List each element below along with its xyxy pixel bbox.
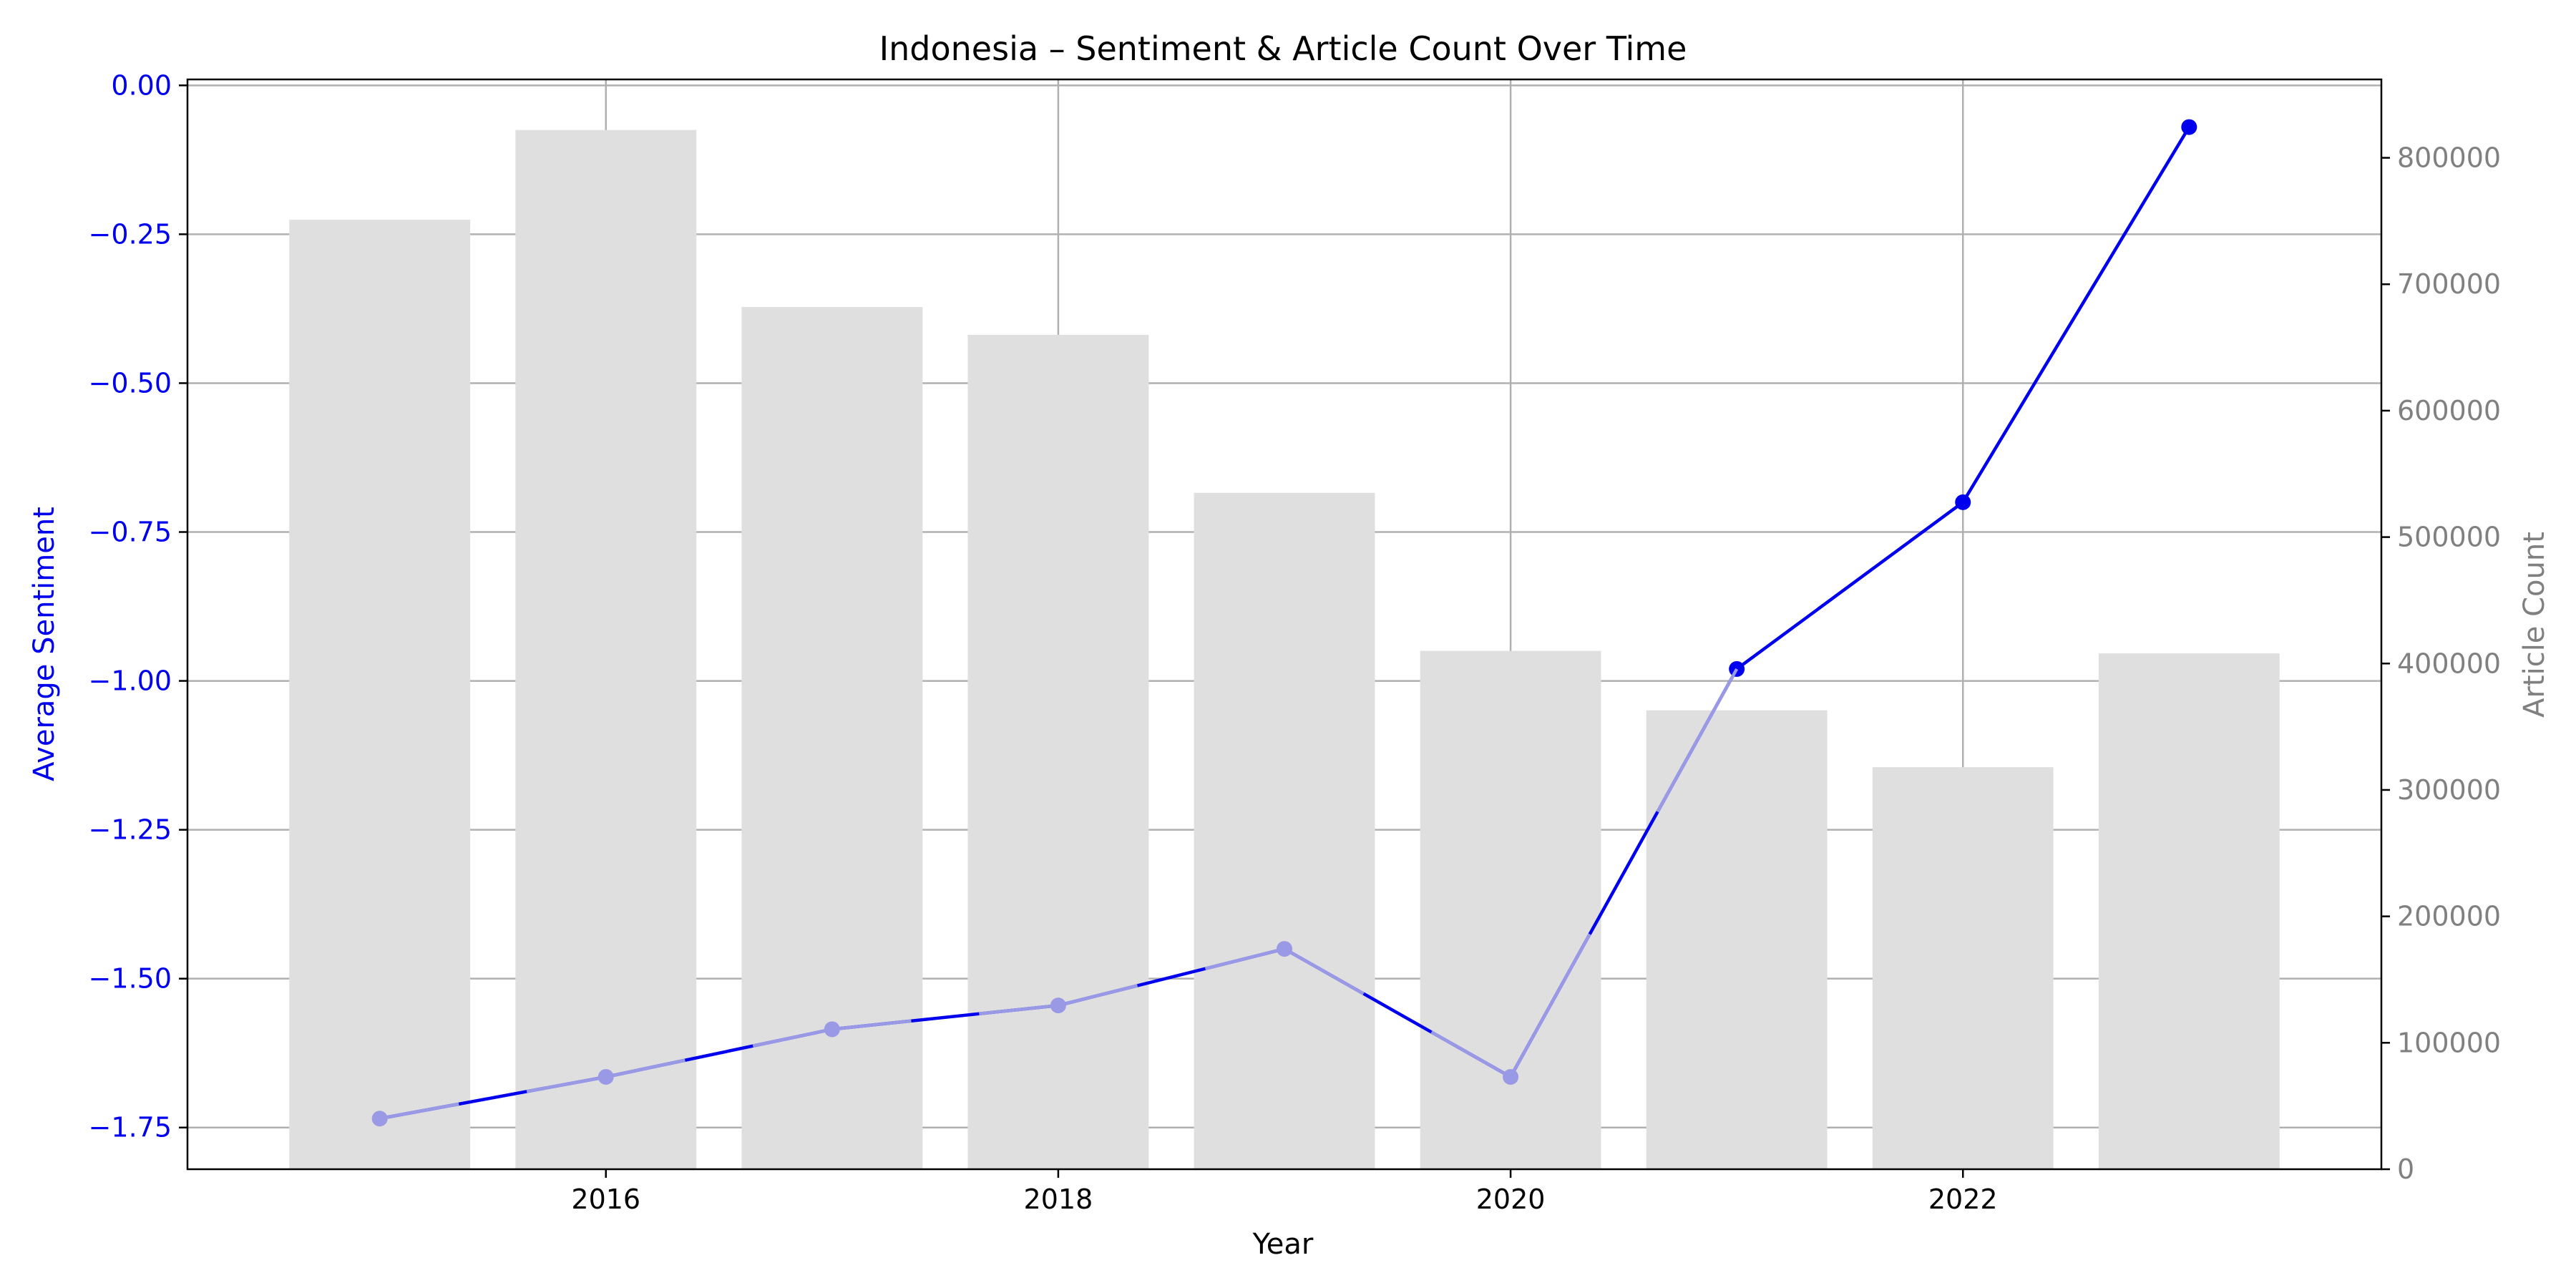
sentiment-line-faded-segment	[379, 1102, 459, 1121]
y-left-tick-label: −1.75	[89, 1112, 172, 1143]
sentiment-line-faded-segment	[831, 1019, 912, 1031]
y-right-tick-label: 200000	[2397, 901, 2501, 932]
chart-title: Indonesia – Sentiment & Article Count Ov…	[879, 29, 1687, 68]
axes: 2016 2018 2020 2022 0.00 −0.25 −0.50 −0.75 −1.00…	[89, 69, 2502, 1215]
y-right-tick-label: 500000	[2397, 522, 2501, 553]
x-tick-label: 2018	[1024, 1184, 1093, 1215]
bar	[1194, 492, 1375, 1169]
y-right-tick-label: 400000	[2397, 648, 2501, 679]
sentiment-line-faded-segment	[979, 1003, 1059, 1016]
y-right-tick-label: 0	[2397, 1153, 2414, 1185]
sentiment-line-faded-segment	[1656, 668, 1739, 813]
y-right-tick-label: 300000	[2397, 774, 2501, 806]
y-left-axis-label: Average Sentiment	[28, 507, 61, 781]
y-left-tick-label: 0.00	[111, 69, 172, 101]
bar	[289, 220, 471, 1169]
x-tick-label: 2016	[571, 1184, 640, 1215]
bar	[741, 307, 923, 1169]
y-right-tick-label: 100000	[2397, 1027, 2501, 1058]
sentiment-point	[1955, 494, 1971, 510]
y-right-tick-label: 700000	[2397, 268, 2501, 300]
sentiment-line-faded-segment	[752, 1028, 833, 1048]
x-tick-label: 2022	[1928, 1184, 1998, 1215]
y-left-tick-label: −0.25	[89, 218, 172, 250]
bar	[2098, 653, 2280, 1169]
x-tick-label: 2020	[1476, 1184, 1546, 1215]
y-left-tick-label: −1.50	[89, 963, 172, 995]
bar	[1872, 767, 2054, 1169]
bar	[515, 130, 697, 1169]
y-left-tick-label: −0.50	[89, 367, 172, 399]
y-left-tick-label: −1.25	[89, 814, 172, 846]
bar	[1420, 650, 1601, 1169]
sentiment-line-faded-segment	[526, 1075, 607, 1093]
y-right-tick-label: 600000	[2397, 395, 2501, 426]
sentiment-line-faded-segment	[1283, 947, 1365, 995]
y-right-axis-label: Article Count	[2518, 532, 2551, 718]
y-left-tick-label: −1.00	[89, 665, 172, 697]
x-axis-label: Year	[1252, 1228, 1314, 1261]
plot-frame	[186, 78, 2383, 1171]
sentiment-line-faded-segment	[1058, 984, 1138, 1008]
sentiment-line-faded-segment	[1204, 947, 1285, 970]
labels: Indonesia – Sentiment & Article Count Ov…	[28, 29, 2551, 1261]
y-left-tick-label: −0.75	[89, 517, 172, 548]
sentiment-point	[2181, 119, 2197, 135]
line-series	[371, 119, 2197, 1127]
y-right-tick-label: 800000	[2397, 142, 2501, 174]
sentiment-line-faded-segment	[605, 1058, 686, 1079]
bar	[1646, 710, 1828, 1169]
bar	[967, 334, 1149, 1169]
sentiment-line-faded-segment	[1430, 1030, 1512, 1078]
sentiment-line-faded-segment	[1509, 933, 1591, 1078]
